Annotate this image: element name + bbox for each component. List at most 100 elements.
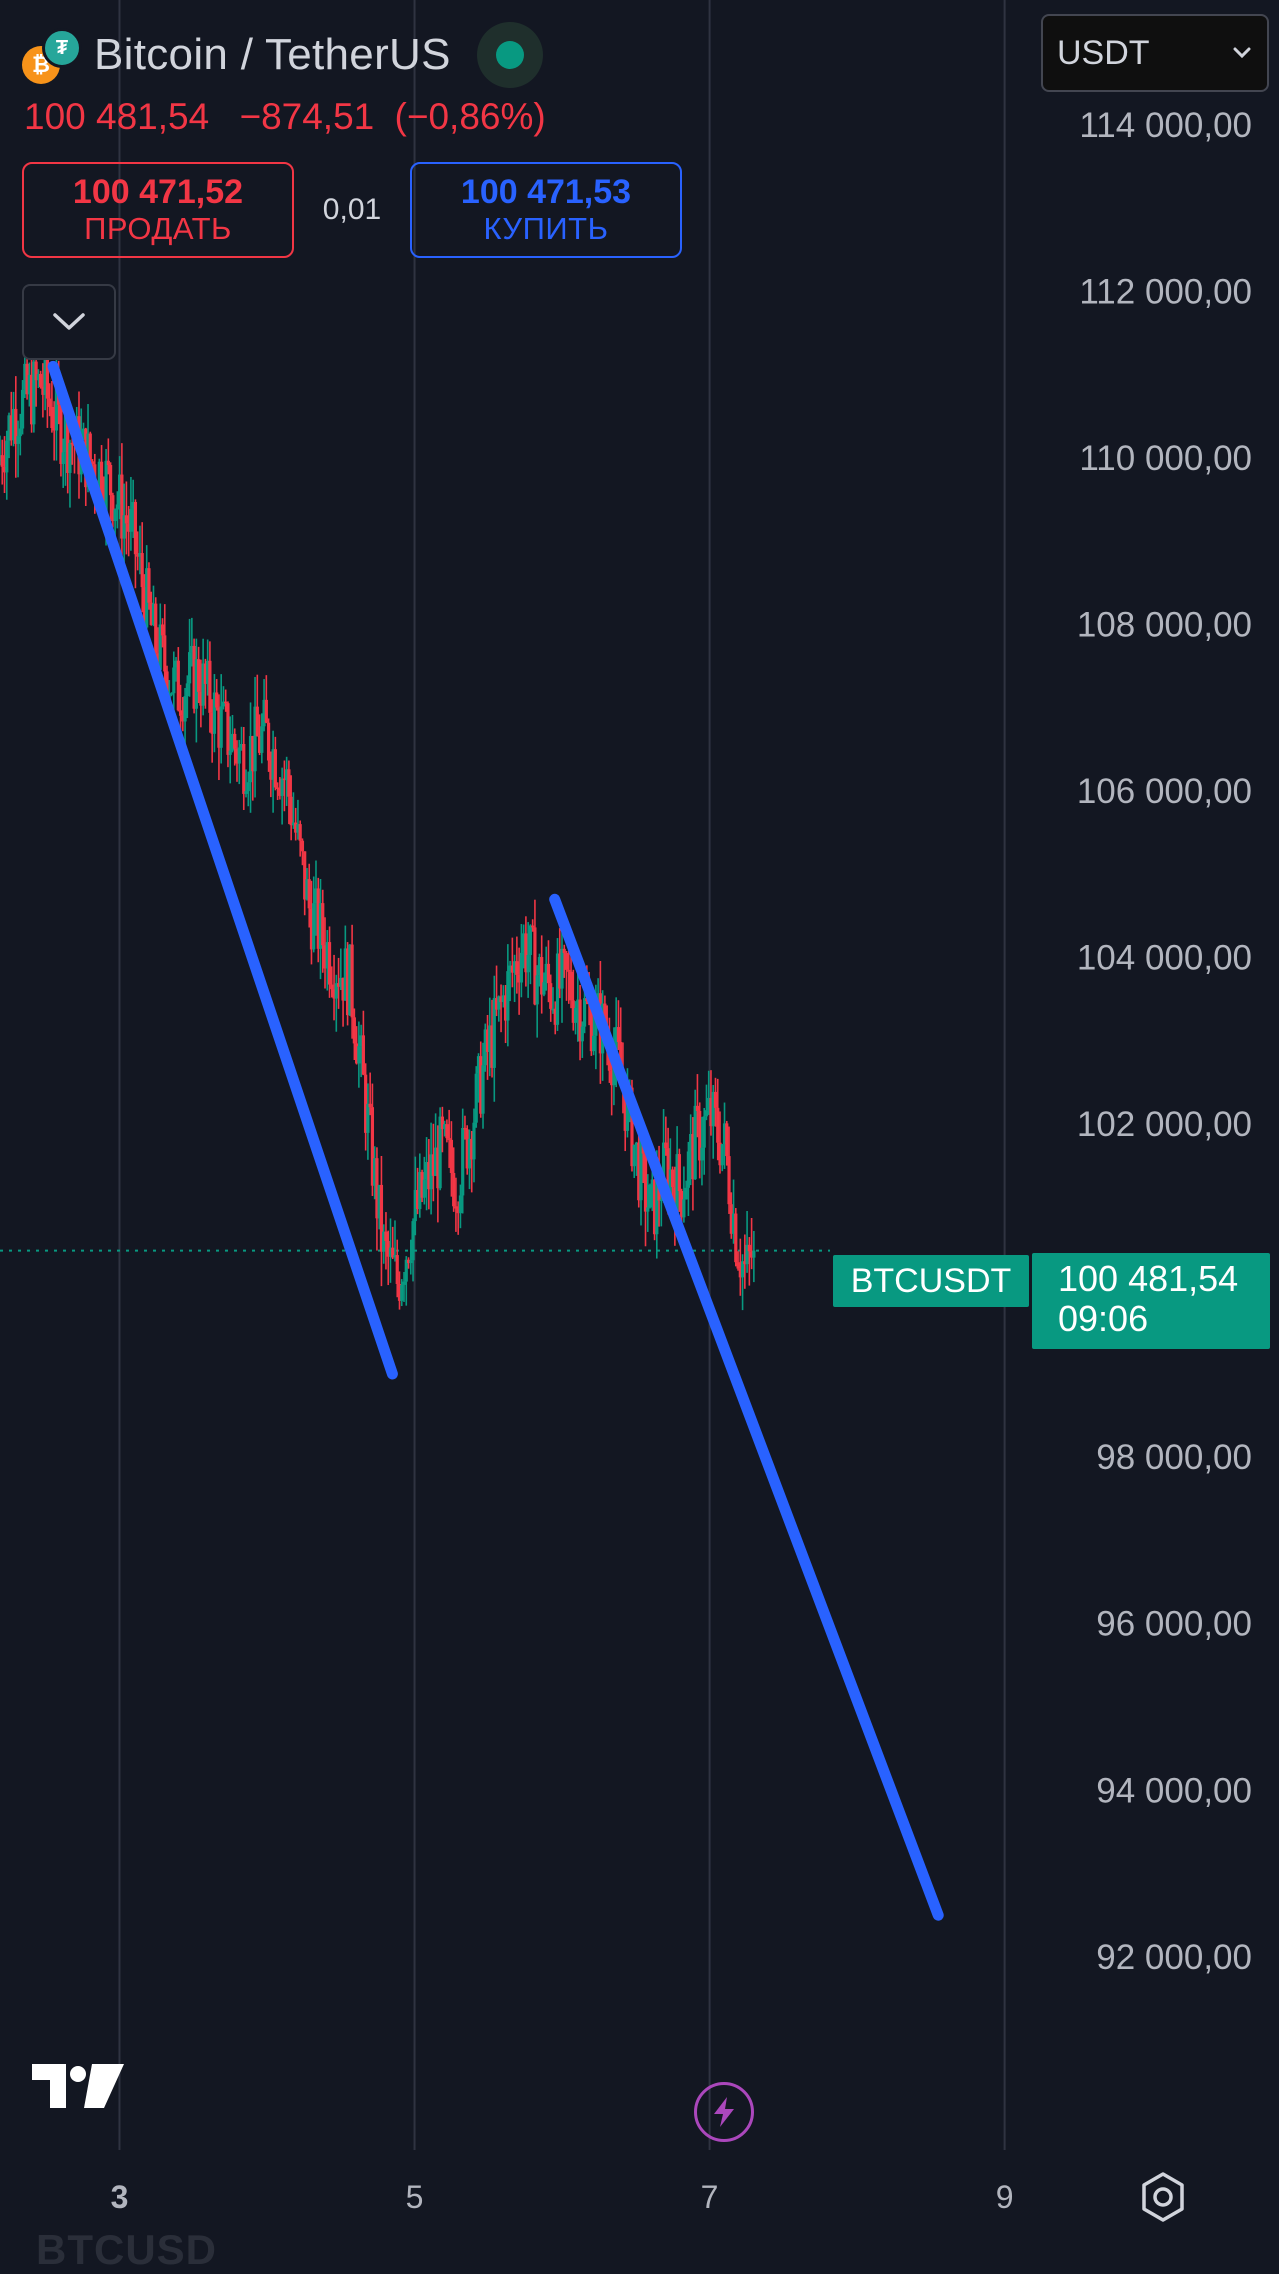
candle-body <box>431 1154 435 1176</box>
candle-body <box>237 747 241 764</box>
candle-body <box>25 363 29 395</box>
tether-icon: ₮ <box>42 28 82 68</box>
candle-body <box>151 603 156 625</box>
currency-value: USDT <box>1057 33 1150 72</box>
lightning-button[interactable] <box>694 2082 754 2142</box>
candle-body <box>131 501 135 509</box>
candle-body <box>142 587 147 628</box>
candle-body <box>616 1027 621 1042</box>
candle-body <box>201 663 205 706</box>
candle-body <box>379 1184 384 1252</box>
candle-body <box>438 1116 442 1189</box>
candle-body <box>533 927 537 1005</box>
candle-body <box>0 455 4 467</box>
candle-body <box>736 1262 740 1269</box>
candle-body <box>339 977 343 987</box>
candle-body <box>280 778 284 796</box>
candle-body <box>296 824 300 833</box>
currency-select[interactable]: USDT <box>1041 14 1269 92</box>
candle-body <box>738 1268 742 1278</box>
candle-body <box>307 879 311 909</box>
price-summary: 100 481,54 −874,51 (−0,86%) <box>24 96 566 138</box>
candle-body <box>695 1105 700 1111</box>
tradingview-logo-icon[interactable] <box>32 2062 126 2110</box>
candle-body <box>388 1247 393 1257</box>
candle-body <box>27 374 31 395</box>
buy-button[interactable]: 100 471,53 КУПИТЬ <box>410 162 682 258</box>
candle-body <box>43 359 47 395</box>
candle-body <box>675 1154 679 1218</box>
last-price: 100 481,54 <box>24 96 210 137</box>
candle-body <box>686 1151 691 1188</box>
lightning-icon <box>714 2097 734 2127</box>
candle-body <box>463 1127 467 1130</box>
candle-body <box>149 602 153 625</box>
candle-body <box>402 1281 406 1285</box>
candle-body <box>29 374 34 425</box>
candle-body <box>434 1147 438 1176</box>
candle-body <box>81 428 86 439</box>
symbol-price-label: BTCUSDT <box>833 1255 1029 1307</box>
candle-body <box>743 1261 747 1265</box>
candle-body <box>269 760 273 780</box>
candle-body <box>494 998 499 1010</box>
candle-body <box>190 645 194 653</box>
candle-body <box>515 961 519 975</box>
collapse-button[interactable] <box>22 284 116 360</box>
candle-body <box>519 952 523 983</box>
market-status-button[interactable] <box>476 22 543 88</box>
candle-body <box>122 515 126 539</box>
candle-body <box>661 1142 666 1200</box>
trend-line <box>47 360 398 1380</box>
candle-body <box>172 667 176 694</box>
candle-body <box>309 908 314 950</box>
candle-body <box>632 1144 636 1167</box>
candle-body <box>582 998 587 1027</box>
candle-body <box>377 1184 381 1219</box>
candle-body <box>411 1221 415 1261</box>
candle-body <box>23 363 27 390</box>
candle-body <box>555 953 560 1025</box>
candle-body <box>348 944 352 1016</box>
settings-icon[interactable] <box>1134 2168 1192 2226</box>
candle-body <box>36 373 40 381</box>
candle-body <box>610 1070 614 1086</box>
candle-body <box>194 659 198 709</box>
x-tick-label: 5 <box>406 2179 424 2215</box>
candle-body <box>524 933 528 973</box>
candle-body <box>39 373 43 387</box>
candle-body <box>370 1107 375 1186</box>
candle-body <box>470 1138 474 1160</box>
candle-body <box>384 1231 388 1241</box>
candle-body <box>745 1244 749 1265</box>
y-tick-label: 114 000,00 <box>1079 106 1252 145</box>
candle-body <box>364 1074 368 1133</box>
candle-body <box>734 1213 738 1263</box>
symbol-header[interactable]: ₿ ₮ Bitcoin / TetherUS <box>22 20 543 90</box>
candle-body <box>11 408 16 441</box>
candle-body <box>619 1041 623 1075</box>
candle-body <box>526 955 530 973</box>
candle-body <box>34 361 38 381</box>
candle-body <box>528 925 533 956</box>
candle-body <box>497 996 501 1010</box>
candle-body <box>569 971 573 1001</box>
sell-button[interactable]: 100 471,52 ПРОДАТЬ <box>22 162 294 258</box>
candle-body <box>700 1147 704 1161</box>
candle-body <box>97 461 101 496</box>
symbol-title[interactable]: Bitcoin / TetherUS <box>94 30 451 79</box>
price-change: −874,51 <box>239 96 375 137</box>
candle-body <box>294 822 298 833</box>
candle-body <box>709 1097 713 1127</box>
candle-body <box>643 1153 648 1212</box>
candle-body <box>693 1105 697 1180</box>
candle-body <box>630 1087 634 1167</box>
candle-body <box>199 691 203 706</box>
chevron-down-icon <box>1233 47 1251 59</box>
candle-body <box>185 683 189 697</box>
y-tick-label: 94 000,00 <box>1096 1771 1252 1810</box>
candle-body <box>233 733 237 749</box>
candle-body <box>145 568 149 628</box>
